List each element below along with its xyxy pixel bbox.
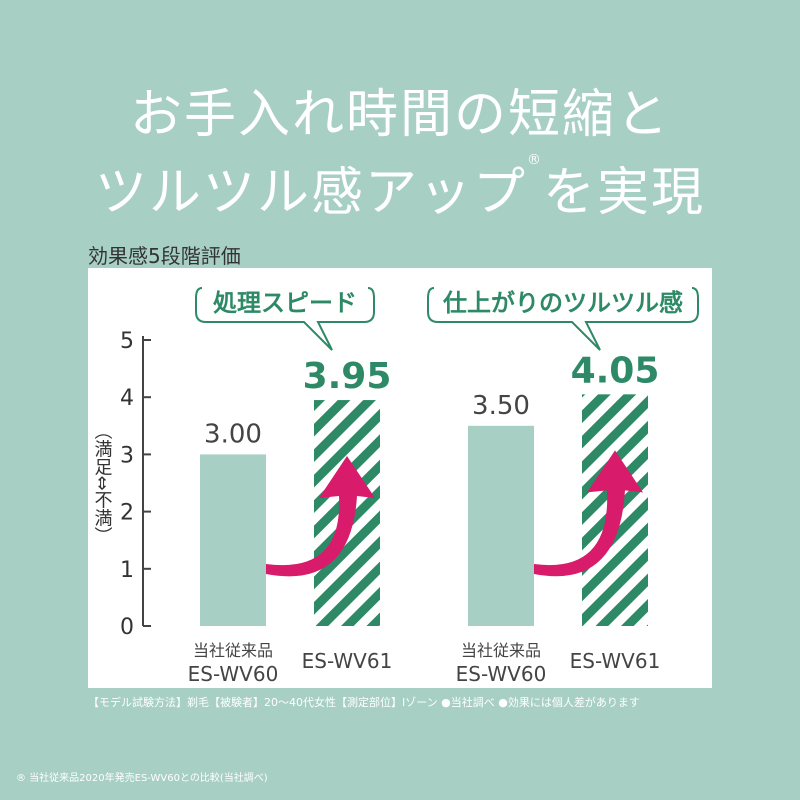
category-label-new: ES-WV61 xyxy=(570,649,661,673)
category-label-new: ES-WV61 xyxy=(302,649,393,673)
bar-chart: 0 1 2 3 4 5 （満足⇔不満） 3.00 3.95 当社従来品 ES-WV60 ES-WV61… xyxy=(92,287,699,686)
y-tick-label: 4 xyxy=(120,386,134,411)
category-label-line-2: ES-WV60 xyxy=(456,662,547,686)
bar-old-model xyxy=(200,454,266,626)
bar-value-label-old: 3.00 xyxy=(204,419,262,449)
category-label-line-1: 当社従来品 xyxy=(461,641,541,660)
y-tick-label: 1 xyxy=(120,558,134,583)
chart-title: 効果感5段階評価 xyxy=(88,244,241,268)
y-tick-label: 0 xyxy=(120,615,134,640)
category-label-line-2: ES-WV60 xyxy=(188,662,279,686)
headline-line-2-text: ツルツル感アップ xyxy=(94,163,527,223)
y-tick-label: 3 xyxy=(120,443,134,468)
headline-line-2-tail: を実現 xyxy=(543,163,706,223)
bar-old-model xyxy=(468,425,534,626)
headline-line-1: お手入れ時間の短縮と xyxy=(129,85,670,145)
test-method-note: 【モデル試験方法】剃毛【被験者】20～40代女性【測定部位】Iゾーン ●当社調べ… xyxy=(88,696,640,709)
bar-value-label-new: 3.95 xyxy=(303,356,392,397)
group-label: 仕上がりのツルツル感 xyxy=(442,289,683,317)
improvement-arrow xyxy=(266,456,375,577)
registered-mark: ® xyxy=(527,152,543,168)
bar-value-label-new: 4.05 xyxy=(571,350,660,391)
group-label: 処理スピード xyxy=(213,289,357,317)
headline-line-2: ツルツル感アップ®を実現 xyxy=(0,150,800,225)
comparison-footnote: ® 当社従来品2020年発売ES-WV60との比較(当社調べ) xyxy=(16,773,268,784)
y-tick-label: 5 xyxy=(120,329,134,354)
category-label-line-1: 当社従来品 xyxy=(193,641,273,660)
bar-value-label-old: 3.50 xyxy=(472,391,530,421)
callout-bracket xyxy=(427,287,699,351)
improvement-arrow xyxy=(534,450,643,577)
callout-bracket xyxy=(195,287,375,351)
y-tick-label: 2 xyxy=(120,501,134,526)
y-axis-label: （満足⇔不満） xyxy=(92,421,113,544)
